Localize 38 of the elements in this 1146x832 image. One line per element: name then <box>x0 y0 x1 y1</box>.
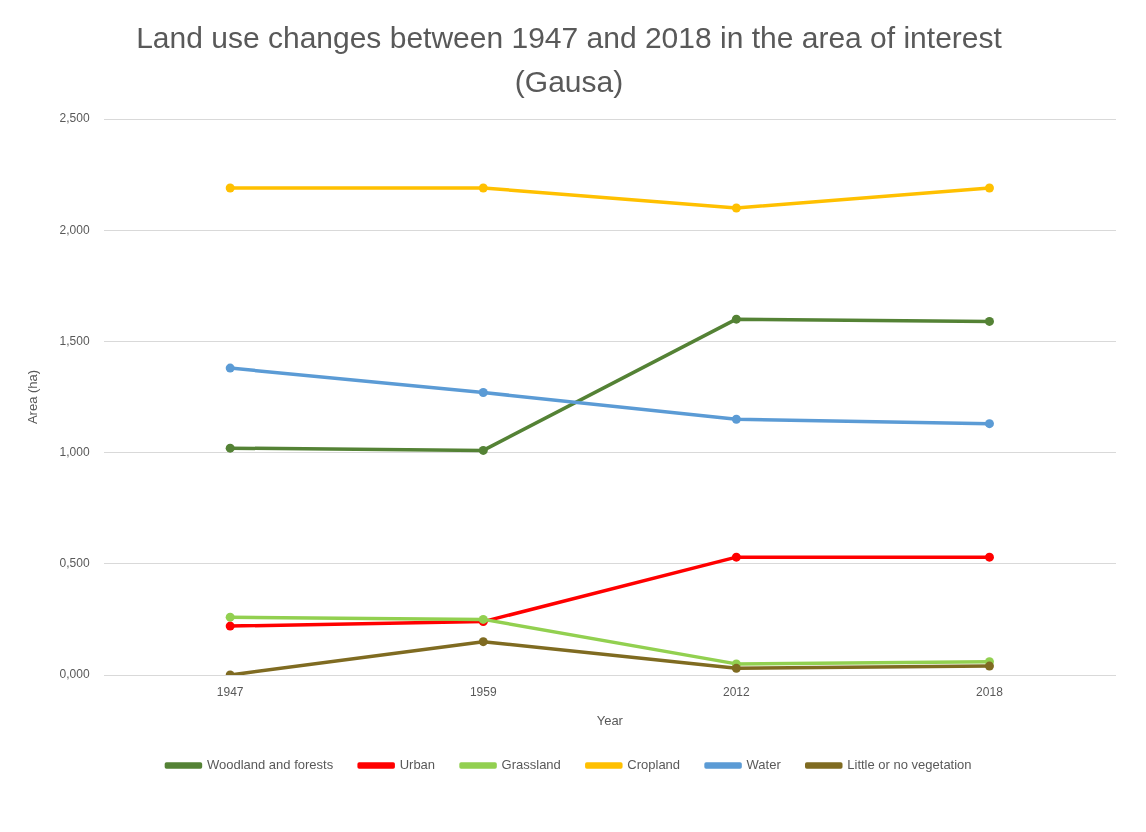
point <box>984 552 994 562</box>
point <box>225 612 235 622</box>
y-tick-label: 0,500 <box>59 556 90 571</box>
legend-label: Woodland and forests <box>206 757 334 773</box>
point <box>478 637 488 647</box>
y-tick-label: 2,500 <box>59 111 90 126</box>
point <box>984 183 994 193</box>
y-axis-title: Area (ha) <box>25 369 41 425</box>
point <box>478 445 488 455</box>
y-tick-label: 1,500 <box>59 333 90 348</box>
point <box>731 663 741 673</box>
point <box>225 363 235 373</box>
chart-title: Land use changes between 1947 and 2018 in the area of interest (Gausa) <box>136 21 1003 98</box>
point <box>225 621 235 631</box>
point <box>984 661 994 671</box>
point <box>731 314 741 324</box>
x-tick-label: 1947 <box>216 684 244 699</box>
y-tick-label: 2,000 <box>59 222 90 237</box>
point <box>225 183 235 193</box>
point <box>478 183 488 193</box>
x-axis-title: Year <box>596 712 624 728</box>
point <box>984 316 994 326</box>
point <box>731 552 741 562</box>
legend-label: Water <box>746 757 782 773</box>
legend-label: Urban <box>399 757 436 773</box>
point <box>478 388 488 398</box>
point <box>731 203 741 213</box>
point <box>225 443 235 453</box>
point <box>731 414 741 424</box>
y-tick-label: 1,000 <box>59 444 90 459</box>
point <box>984 419 994 429</box>
legend-label: Cropland <box>627 757 681 773</box>
y-tick-label: 0,000 <box>59 667 90 682</box>
x-tick-label: 2012 <box>723 684 751 699</box>
x-tick-label: 2018 <box>976 684 1004 699</box>
legend-label: Grassland <box>501 757 561 773</box>
x-tick-label: 1959 <box>469 684 497 699</box>
legend-label: Little or no vegetation <box>847 757 972 773</box>
